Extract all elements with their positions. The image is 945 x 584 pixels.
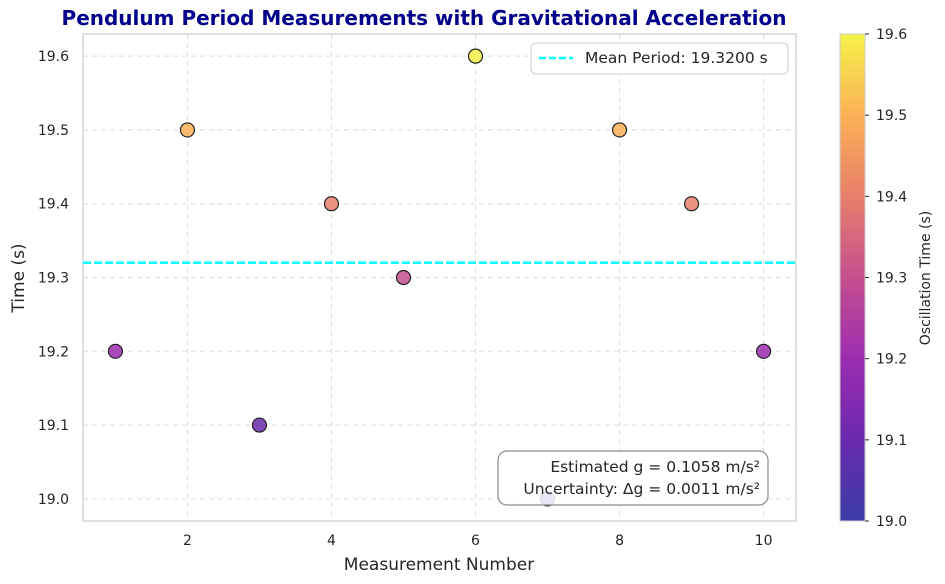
colorbar-tick-labels: 19.0 19.1 19.2 19.3 19.4 19.5 19.6 [865,27,907,530]
y-tick-labels: 19.0 19.1 19.2 19.3 19.4 19.5 19.6 [38,49,69,508]
data-point [323,196,340,212]
data-point [251,417,268,433]
colorbar-tick-label: 19.5 [876,108,907,124]
y-tick-label: 19.4 [38,197,69,213]
colorbar-tick-label: 19.6 [876,27,907,43]
colorbar-gradient [839,33,866,522]
legend-box [530,42,789,75]
plot-area [82,33,797,522]
x-axis-label: Measurement Number [344,555,534,575]
colorbar-tick-label: 19.2 [876,352,907,368]
data-point [107,343,124,359]
y-tick-label: 19.5 [38,123,69,139]
colorbar-tick-label: 19.1 [876,433,907,449]
y-tick-label: 19.2 [38,344,69,360]
colorbar-label: Oscillation Time (s) [918,211,934,345]
annotation-g-estimate: Estimated g = 0.1058 m/s² [550,458,760,476]
legend: Mean Period: 19.3200 s [530,42,789,75]
data-point [611,122,628,138]
colorbar: 19.0 19.1 19.2 19.3 19.4 19.5 19.6 Oscillation… [839,27,934,530]
data-point [179,122,196,138]
y-tick-label: 19.3 [38,271,69,287]
x-tick-label: 8 [615,533,624,549]
chart-title: Pendulum Period Measurements with Gravit… [62,6,787,30]
y-axis-label: Time (s) [9,243,29,313]
x-tick-label: 2 [183,533,192,549]
x-tick-labels: 2 4 6 8 10 [183,533,773,549]
annotation-frame [497,450,769,506]
y-tick-label: 19.1 [38,418,69,434]
x-tick-label: 4 [327,533,336,549]
annotation-uncertainty: Uncertainty: Δg = 0.0011 m/s² [523,480,760,498]
data-point [755,343,772,359]
y-tick-label: 19.0 [38,492,69,508]
legend-mean-label: Mean Period: 19.3200 s [585,49,768,67]
x-tick-label: 10 [755,533,773,549]
data-point [467,48,484,64]
data-point [395,269,412,286]
annotation-box: Estimated g = 0.1058 m/s² Uncertainty: Δ… [497,450,769,506]
colorbar-tick-label: 19.4 [876,189,907,205]
colorbar-tick-label: 19.3 [876,271,907,287]
data-point [683,196,700,212]
x-tick-label: 6 [471,533,480,549]
colorbar-tick-label: 19.0 [876,514,907,530]
y-tick-label: 19.6 [38,49,69,65]
